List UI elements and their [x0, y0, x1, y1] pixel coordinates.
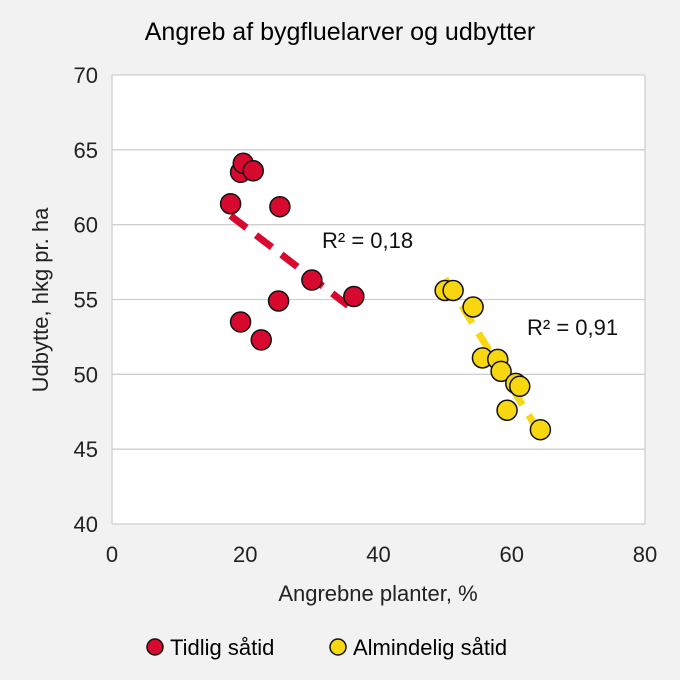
data-point-series-0 — [229, 311, 252, 333]
x-axis-label: Angrebne planter, % — [278, 581, 477, 606]
y-tick-label: 45 — [74, 437, 98, 462]
y-tick-label: 40 — [74, 512, 98, 537]
r2-label-tidlig: R² = 0,18 — [322, 228, 413, 253]
data-point-series-1 — [508, 375, 531, 398]
data-point-series-0 — [250, 329, 272, 351]
data-point-series-0 — [267, 290, 290, 312]
data-point-series-0 — [269, 195, 291, 218]
legend-marker-tidlig — [146, 638, 164, 656]
y-axis-label: Udbytte, hkg pr. ha — [28, 207, 53, 392]
chart-title: Angreb af bygfluelarver og udbytter — [145, 18, 536, 46]
y-tick-label: 65 — [74, 138, 98, 163]
trendlines — [228, 212, 544, 437]
gridlines — [111, 74, 646, 525]
data-point-series-1 — [529, 418, 552, 441]
data-point-series-1 — [490, 360, 512, 383]
y-tick-label: 55 — [74, 288, 98, 313]
data-point-series-1 — [462, 296, 484, 318]
x-tick-label: 40 — [366, 542, 390, 567]
y-tick-label: 60 — [74, 213, 98, 238]
y-axis-ticks: 40 45 50 55 60 65 70 — [74, 63, 98, 537]
data-point-series-0 — [301, 269, 323, 291]
x-tick-label: 0 — [106, 542, 118, 567]
r2-label-almindelig: R² = 0,91 — [527, 315, 618, 340]
data-point-series-0 — [343, 285, 365, 308]
legend-label-almindelig: Almindelig såtid — [353, 635, 507, 660]
data-point-series-0 — [219, 192, 242, 215]
legend-label-tidlig: Tidlig såtid — [170, 635, 274, 660]
y-tick-label: 50 — [74, 362, 98, 387]
x-tick-label: 20 — [233, 542, 257, 567]
legend-marker-almindelig — [329, 638, 347, 656]
data-point-series-1 — [442, 279, 464, 302]
x-tick-label: 60 — [500, 542, 524, 567]
data-points — [219, 152, 552, 441]
x-tick-label: 80 — [633, 542, 657, 567]
x-axis-ticks: 0 20 40 60 80 — [106, 542, 657, 567]
y-tick-label: 70 — [74, 63, 98, 88]
trendline-series-0 — [228, 212, 356, 313]
data-point-series-0 — [242, 160, 264, 182]
data-point-series-1 — [496, 399, 518, 422]
legend: Tidlig såtid Almindelig såtid — [146, 635, 507, 660]
